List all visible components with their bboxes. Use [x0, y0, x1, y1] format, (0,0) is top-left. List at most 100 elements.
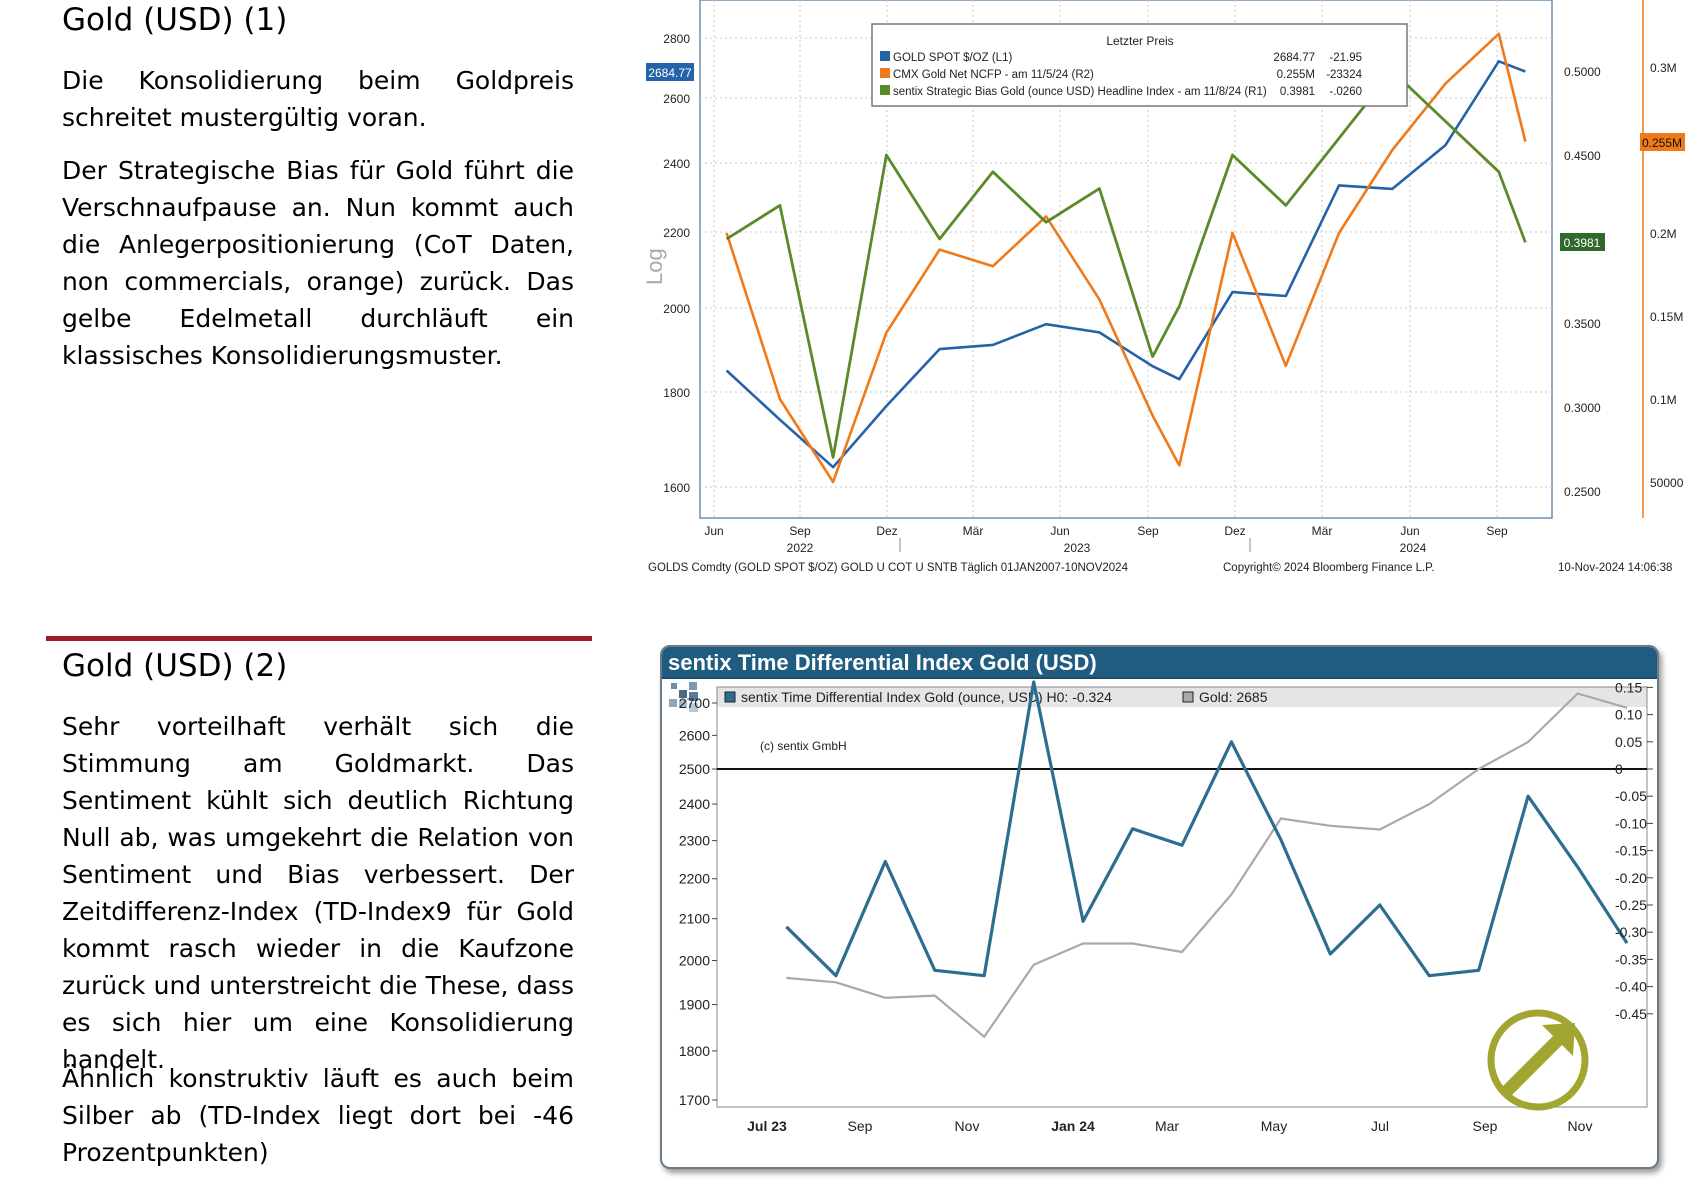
chart1-r1-price-tag-text: 0.3981	[1564, 236, 1601, 250]
chart2-right-tick: 0.10	[1615, 707, 1642, 723]
chart1-x-axis: Jun Sep Dez Mär Jun Sep Dez Mär Jun Sep …	[704, 524, 1508, 555]
chart2-right-tick: -0.20	[1615, 870, 1647, 886]
chart1-x-month: Dez	[876, 524, 897, 538]
chart2-x-label: Nov	[955, 1118, 980, 1134]
chart1-r1-axis: 0.5000 0.4500 0.3500 0.3000 0.2500	[1564, 65, 1601, 499]
chart1-left-tick: 2400	[663, 157, 690, 171]
chart2-x-label: Mar	[1155, 1118, 1179, 1134]
chart1-legend-change: -23324	[1326, 69, 1362, 81]
chart1-log-label: Log	[642, 248, 667, 285]
chart2-left-tick: 2600	[679, 727, 710, 743]
section-divider	[46, 636, 592, 641]
chart2-left-axis: 2700 2600 2500 2400 2300 2200 2100 2000 1900 1800…	[679, 695, 717, 1108]
chart1-x-month: Dez	[1224, 524, 1245, 538]
chart1-series-line	[725, 32, 1527, 484]
chart2-x-label: Jul 23	[747, 1118, 787, 1134]
chart1-left-tick: 2200	[663, 226, 690, 240]
sentix-td-chart-header: sentix Time Differential Index Gold (USD…	[662, 647, 1657, 679]
chart1-legend-swatch-gold	[880, 51, 890, 61]
chart2-x-label: May	[1261, 1118, 1287, 1134]
chart2-left-tick: 2500	[679, 761, 710, 777]
section-2-paragraph-2: Ähnlich konstruktiv läuft es auch beim S…	[62, 1064, 574, 1167]
chart1-footer: GOLDS Comdty (GOLD SPOT $/OZ) GOLD U COT…	[648, 562, 1672, 574]
chart1-r1-tick: 0.4500	[1564, 149, 1601, 163]
sentix-td-chart-title: sentix Time Differential Index Gold (USD…	[668, 650, 1097, 675]
chart1-r1-price-tag	[1560, 233, 1605, 251]
chart1-x-year: 2023	[1064, 541, 1091, 555]
chart2-left-tick: 2100	[679, 911, 710, 927]
chart1-legend-value: 0.255M	[1277, 69, 1315, 81]
chart1-r1-tick: 0.2500	[1564, 485, 1601, 499]
bloomberg-gold-chart: 2800 2600 2400 2200 2000 1800 1600 Log 2…	[642, 0, 1685, 574]
chart1-series-line	[725, 69, 1527, 459]
chart1-legend-change: -21.95	[1329, 52, 1362, 64]
chart1-r2-tick: 0.3M	[1650, 61, 1677, 75]
chart1-legend: Letzter Preis GOLD SPOT $/OZ (L1) 2684.7…	[871, 23, 1408, 107]
chart1-left-tick: 1600	[663, 481, 690, 495]
section-2-title: Gold (USD) (2)	[62, 648, 288, 684]
section-1-paragraph-2: Der Strategische Bias für Gold führt die…	[62, 156, 574, 370]
chart2-right-tick: 0.15	[1615, 679, 1642, 695]
chart1-r2-price-tag-text: 0.255M	[1642, 136, 1682, 150]
chart1-plot-frame	[699, 0, 1553, 519]
chart1-left-tick: 2000	[663, 302, 690, 316]
chart2-right-tick: -0.10	[1615, 815, 1647, 831]
chart1-legend-swatch-cmx	[880, 68, 890, 78]
chart2-left-tick: 1900	[679, 997, 710, 1013]
chart2-right-tick: -0.30	[1615, 924, 1647, 940]
chart2-x-label: Jul	[1371, 1118, 1389, 1134]
chart1-x-month: Sep	[789, 524, 811, 538]
chart1-x-year: 2022	[787, 541, 814, 555]
chart1-x-month: Mär	[1312, 524, 1333, 538]
chart1-r1-tick: 0.5000	[1564, 65, 1601, 79]
chart1-x-month: Sep	[1137, 524, 1159, 538]
chart2-left-tick: 2000	[679, 953, 710, 969]
chart1-r2-tick: 50000	[1650, 476, 1684, 490]
chart2-x-label: Nov	[1568, 1118, 1593, 1134]
chart1-r1-tick: 0.3500	[1564, 317, 1601, 331]
chart2-right-tick: -0.45	[1615, 1006, 1647, 1022]
chart1-series-lines	[725, 32, 1527, 484]
chart2-right-tick: -0.25	[1615, 897, 1647, 913]
chart1-r2-axis: 0.3M 0.2M 0.15M 0.1M 50000	[1650, 61, 1684, 490]
chart2-left-tick: 2300	[679, 833, 710, 849]
chart1-left-price-tag-text: 2684.77	[648, 66, 692, 80]
chart2-left-tick: 2200	[679, 871, 710, 887]
buy-arrow-icon	[1487, 1009, 1589, 1111]
chart2-legend-bar	[717, 687, 1647, 707]
chart1-x-year: 2024	[1400, 541, 1427, 555]
chart1-x-month: Sep	[1486, 524, 1508, 538]
chart1-r2-tick: 0.2M	[1650, 227, 1677, 241]
chart1-legend-label: sentix Strategic Bias Gold (ounce USD) H…	[893, 86, 1267, 98]
chart1-x-month: Jun	[704, 524, 723, 538]
chart2-right-tick: -0.40	[1615, 979, 1647, 995]
chart2-x-axis: Jul 23 Sep Nov Jan 24 Mar May Jul Sep No…	[747, 1118, 1592, 1134]
chart1-series-line	[725, 59, 1526, 469]
chart1-legend-header: Letzter Preis	[1106, 34, 1173, 48]
chart2-right-tick: 0.05	[1615, 734, 1642, 750]
chart2-x-label: Jan 24	[1051, 1118, 1095, 1134]
chart2-legend-td: sentix Time Differential Index Gold (oun…	[741, 689, 1112, 705]
chart1-legend-value: 2684.77	[1273, 52, 1315, 64]
chart1-x-month: Jun	[1050, 524, 1069, 538]
chart2-right-tick: -0.05	[1615, 788, 1647, 804]
chart2-left-tick: 1700	[679, 1092, 710, 1108]
chart2-left-tick: 2400	[679, 796, 710, 812]
chart2-x-label: Sep	[848, 1118, 873, 1134]
chart1-legend-value: 0.3981	[1280, 86, 1315, 98]
chart1-left-tick: 2800	[663, 32, 690, 46]
chart2-series-line	[785, 680, 1629, 978]
chart2-right-tick: -0.35	[1615, 951, 1647, 967]
chart1-r1-tick: 0.3000	[1564, 401, 1601, 415]
chart1-legend-label: CMX Gold Net NCFP - am 11/5/24 (R2)	[893, 69, 1094, 81]
chart2-left-tick: 2700	[679, 695, 710, 711]
section-1-paragraph-1: Die Konsolidierung beim Goldpreis schrei…	[62, 66, 574, 132]
chart1-x-month: Jun	[1400, 524, 1419, 538]
chart1-footer-left: GOLDS Comdty (GOLD SPOT $/OZ) GOLD U COT…	[648, 562, 1129, 574]
chart1-left-tick: 1800	[663, 386, 690, 400]
chart1-x-month: Mär	[963, 524, 984, 538]
chart2-x-label: Sep	[1473, 1118, 1498, 1134]
chart2-plot-frame	[716, 686, 1648, 1108]
sentix-td-chart: sentix Time Differential Index Gold (oun…	[669, 679, 1653, 1134]
chart1-r2-tick: 0.1M	[1650, 393, 1677, 407]
